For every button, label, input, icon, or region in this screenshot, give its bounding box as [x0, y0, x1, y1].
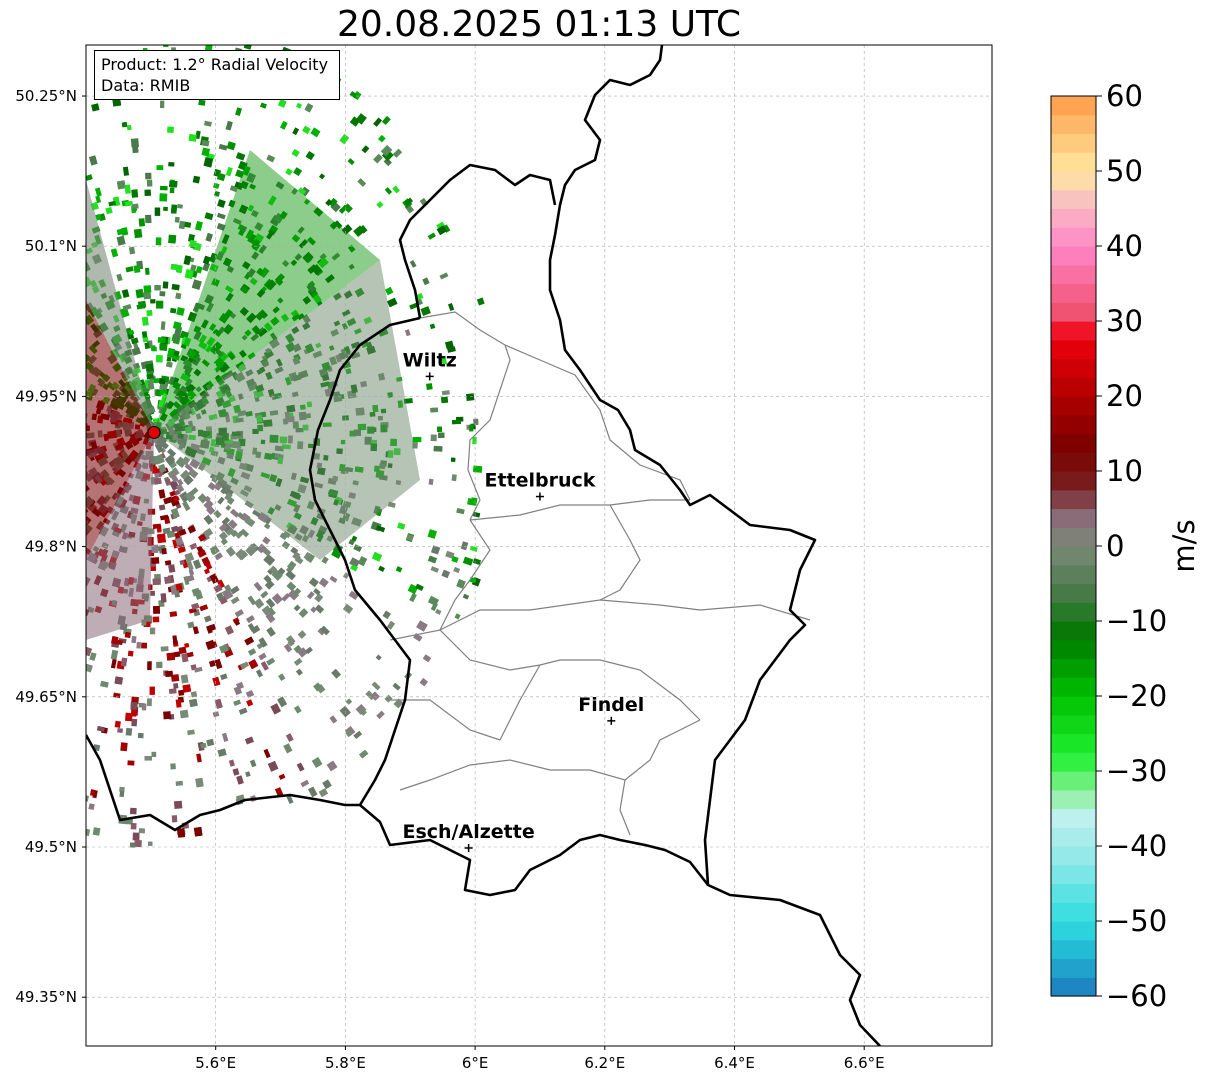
product-label: Product: 1.2° Radial Velocity: [101, 55, 329, 74]
colorbar-segment: [1051, 939, 1096, 960]
colorbar-segment: [1051, 414, 1096, 435]
city-label: Esch/Alzette: [402, 821, 534, 843]
colorbar-segment: [1051, 902, 1096, 922]
colorbar-tick-label: −40: [1106, 829, 1167, 863]
map-frame: [85, 44, 993, 1047]
map-title: 20.08.2025 01:13 UTC: [336, 4, 742, 45]
colorbar-label: m/s: [1167, 519, 1201, 572]
colorbar-tick-label: 40: [1106, 229, 1143, 263]
colorbar-segment: [1051, 433, 1096, 453]
colorbar-segment: [1051, 771, 1096, 791]
colorbar-tick-label: −50: [1106, 904, 1167, 938]
colorbar-segment: [1051, 508, 1096, 528]
lat-tick-label: 50.25°N: [15, 87, 77, 105]
colorbar-segment: [1051, 114, 1096, 135]
colorbar-segment: [1051, 639, 1096, 660]
lon-tick-label: 6.4°E: [714, 1054, 755, 1072]
colorbar-segment: [1051, 583, 1096, 603]
colorbar-tick-label: −20: [1106, 679, 1167, 713]
colorbar-segment: [1051, 827, 1096, 847]
colorbar-segment: [1051, 677, 1096, 697]
colorbar-segment: [1051, 921, 1096, 941]
colorbar-tick-label: 20: [1106, 379, 1143, 413]
colorbar-segment: [1051, 96, 1096, 116]
lon-tick-label: 6.2°E: [584, 1054, 625, 1072]
colorbar-segment: [1051, 958, 1096, 978]
colorbar-segment: [1051, 733, 1096, 753]
radar-site-marker[interactable]: [147, 425, 161, 439]
colorbar-segment: [1051, 283, 1096, 303]
city-marker[interactable]: Wiltz: [403, 349, 457, 381]
colorbar-segment: [1051, 546, 1096, 566]
colorbar-segment: [1051, 208, 1096, 228]
lon-tick-label: 5.6°E: [195, 1054, 236, 1072]
colorbar-segment: [1051, 302, 1096, 322]
colorbar-segment: [1051, 621, 1096, 641]
colorbar-tick-label: 0: [1106, 529, 1124, 563]
country-borders: [86, 45, 881, 1046]
colorbar-tick-label: 30: [1106, 304, 1143, 338]
colorbar-segment: [1051, 789, 1096, 810]
colorbar-tick-label: 10: [1106, 454, 1143, 488]
colorbar-segment: [1051, 883, 1096, 903]
radar-echoes: [86, 45, 485, 848]
city-marker[interactable]: Ettelbruck: [484, 470, 596, 501]
colorbar-segment: [1051, 564, 1096, 585]
colorbar-tick-label: −10: [1106, 604, 1167, 638]
colorbar-segment: [1051, 864, 1096, 885]
colorbar-segment: [1051, 152, 1096, 172]
lon-tick-label: 5.8°E: [325, 1054, 366, 1072]
city-label: Findel: [578, 694, 644, 716]
colorbar-segment: [1051, 264, 1096, 285]
colorbar-segment: [1051, 696, 1096, 716]
colorbar-segment: [1051, 452, 1096, 472]
colorbar-segment: [1051, 489, 1096, 510]
colorbar-segment: [1051, 171, 1096, 191]
colorbar-segment: [1051, 714, 1096, 735]
colorbar-tick-label: −60: [1106, 979, 1167, 1013]
city-label: Ettelbruck: [484, 470, 595, 492]
lat-tick-label: 49.95°N: [15, 387, 77, 405]
colorbar-tick-label: 50: [1106, 154, 1143, 188]
colorbar-segment: [1051, 658, 1096, 678]
lat-tick-label: 49.35°N: [15, 988, 77, 1006]
colorbar-segment: [1051, 339, 1096, 360]
colorbar-segment: [1051, 808, 1096, 828]
lat-tick-label: 50.1°N: [25, 237, 77, 255]
city-marker[interactable]: Esch/Alzette: [402, 821, 535, 853]
colorbar-segment: [1051, 977, 1096, 997]
product-info-box: Product: 1.2° Radial Velocity Data: RMIB: [94, 50, 340, 100]
colorbar-segment: [1051, 358, 1096, 378]
colorbar-segment: [1051, 227, 1096, 247]
colorbar-segment: [1051, 602, 1096, 622]
colorbar-tick-label: −30: [1106, 754, 1167, 788]
colorbar-segment: [1051, 246, 1096, 266]
colorbar-segment: [1051, 133, 1096, 153]
colorbar-segment: [1051, 321, 1096, 341]
lat-tick-label: 49.65°N: [15, 688, 77, 706]
lon-tick-label: 6°E: [462, 1054, 489, 1072]
canton-boundaries: [389, 311, 811, 836]
colorbar-segment: [1051, 752, 1096, 772]
colorbar-segment: [1051, 396, 1096, 416]
colorbar-tick-label: 60: [1106, 79, 1143, 113]
lat-tick-label: 49.5°N: [25, 838, 77, 856]
city-marker[interactable]: Findel: [578, 694, 644, 725]
colorbar-segment: [1051, 377, 1096, 397]
city-label: Wiltz: [403, 349, 457, 371]
colorbar-segment: [1051, 527, 1096, 547]
data-source-label: Data: RMIB: [101, 76, 191, 95]
colorbar-segment: [1051, 846, 1096, 866]
lon-tick-label: 6.6°E: [844, 1054, 885, 1072]
colorbar-segment: [1051, 471, 1096, 491]
lat-tick-label: 49.8°N: [25, 538, 77, 556]
colorbar-segment: [1051, 189, 1096, 210]
